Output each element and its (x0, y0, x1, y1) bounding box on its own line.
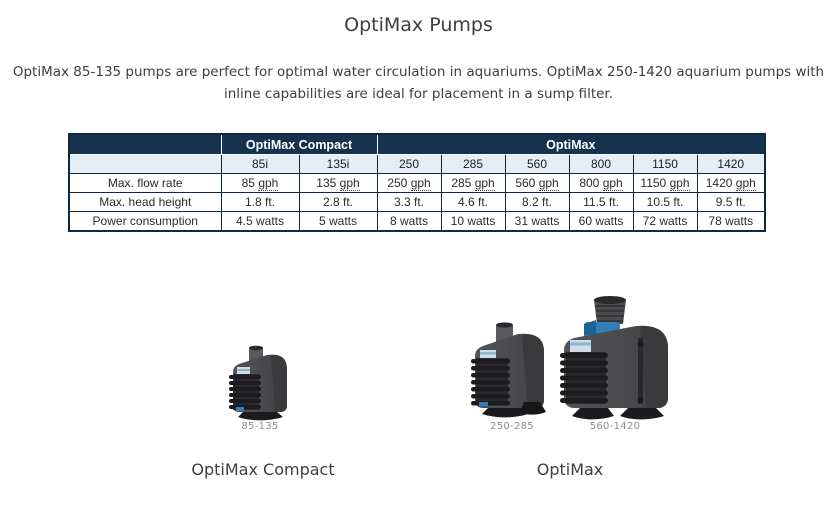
flow-rate-cell: 285 gph (440, 173, 506, 193)
model-header-1150: 1150 (632, 154, 698, 174)
flow-rate-cell: 800 gph (568, 173, 634, 193)
table-row-flow-rate: Max. flow rate 85 gph 135 gph 250 gph 28… (68, 173, 766, 193)
flow-rate-cell: 135 gph (298, 173, 378, 193)
pump-image-compact-85-135 (229, 345, 287, 421)
flow-rate-cell: 1420 gph (696, 173, 766, 193)
flow-rate-cell: 250 gph (376, 173, 442, 193)
power-cell: 72 watts (632, 211, 698, 232)
page-description: OptiMax 85-135 pumps are perfect for opt… (12, 64, 825, 102)
caption-optimax: OptiMax (536, 460, 604, 479)
table-row-head-height: Max. head height 1.8 ft. 2.8 ft. 3.3 ft.… (68, 192, 766, 212)
model-label-85-135: 85-135 (241, 421, 279, 432)
head-height-cell: 2.8 ft. (298, 192, 378, 212)
power-cell: 10 watts (440, 211, 506, 232)
model-label-250-285: 250-285 (490, 421, 534, 432)
row-label: Max. head height (68, 192, 222, 212)
power-cell: 78 watts (696, 211, 766, 232)
pump-image-optimax-250-285 (471, 322, 546, 418)
head-height-cell: 8.2 ft. (504, 192, 570, 212)
head-height-cell: 11.5 ft. (568, 192, 634, 212)
table-row-power: Power consumption 4.5 watts 5 watts 8 wa… (68, 211, 766, 232)
power-cell: 60 watts (568, 211, 634, 232)
group-header-row: OptiMax Compact OptiMax (68, 133, 766, 155)
model-header-135i: 135i (298, 154, 378, 174)
group-header-compact: OptiMax Compact (220, 133, 378, 155)
model-header-800: 800 (568, 154, 634, 174)
model-header-1420: 1420 (696, 154, 766, 174)
head-height-cell: 4.6 ft. (440, 192, 506, 212)
group-header-empty (68, 133, 222, 155)
group-header-optimax: OptiMax (376, 133, 766, 155)
head-height-cell: 3.3 ft. (376, 192, 442, 212)
model-header-250: 250 (376, 154, 442, 174)
power-cell: 4.5 watts (220, 211, 300, 232)
model-header-85i: 85i (220, 154, 300, 174)
flow-rate-cell: 1150 gph (632, 173, 698, 193)
model-header-285: 285 (440, 154, 506, 174)
model-header-row: 85i 135i 250 285 560 800 1150 1420 (68, 154, 766, 174)
head-height-cell: 1.8 ft. (220, 192, 300, 212)
model-header-empty (68, 154, 222, 174)
flow-rate-cell: 560 gph (504, 173, 570, 193)
power-cell: 8 watts (376, 211, 442, 232)
pump-specs-table: OptiMax Compact OptiMax 85i 135i 250 285… (68, 133, 767, 232)
caption-optimax-compact: OptiMax Compact (191, 460, 335, 479)
head-height-cell: 9.5 ft. (696, 192, 766, 212)
row-label: Power consumption (68, 211, 222, 232)
power-cell: 5 watts (298, 211, 378, 232)
model-label-560-1420: 560-1420 (589, 421, 641, 432)
head-height-cell: 10.5 ft. (632, 192, 698, 212)
flow-rate-cell: 85 gph (220, 173, 300, 193)
page-title: OptiMax Pumps (344, 14, 493, 36)
model-header-560: 560 (504, 154, 570, 174)
power-cell: 31 watts (504, 211, 570, 232)
row-label: Max. flow rate (68, 173, 222, 193)
pump-image-optimax-560-1420 (560, 296, 668, 420)
